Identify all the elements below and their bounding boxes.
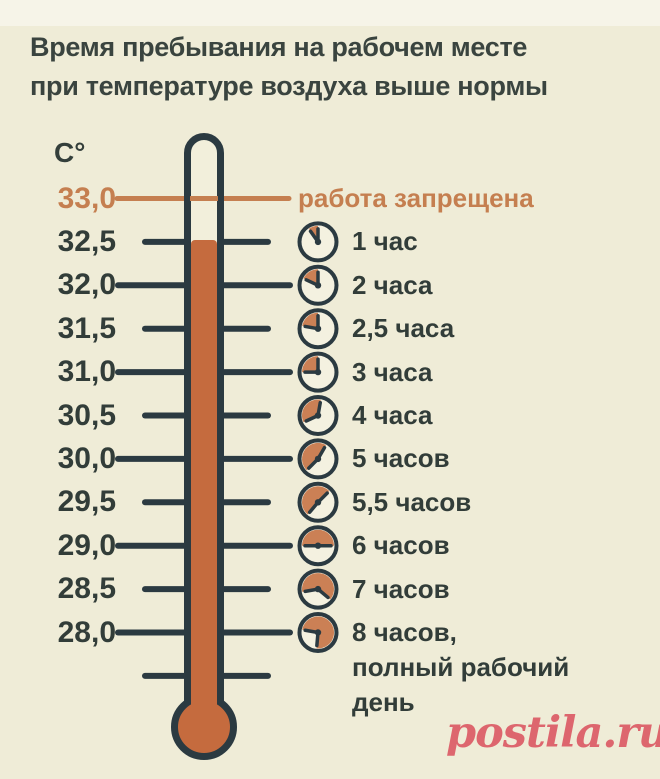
time-label-2: 2 часа <box>352 269 433 300</box>
time-label-5: 4 часа <box>352 400 433 430</box>
temp-label-29,0: 29,0 <box>57 528 116 562</box>
temp-label-29,5: 29,5 <box>57 485 116 519</box>
time-label-3: 2,5 часа <box>352 313 455 344</box>
clock-icon-2.5h <box>297 308 339 350</box>
time-label-1: 1 час <box>352 226 418 257</box>
clock-icon-2h <box>297 264 339 306</box>
temp-label-31,5: 31,5 <box>57 311 116 345</box>
time-label-6: 5 часов <box>352 443 450 474</box>
time-label-4: 3 часа <box>352 356 433 387</box>
temp-label-31,0: 31,0 <box>57 355 116 389</box>
time-label-9: 7 часов <box>352 573 450 604</box>
temp-label-28,5: 28,5 <box>57 572 116 606</box>
title-line-1: Время пребывания на рабочем месте <box>30 32 528 62</box>
time-label-7: 5,5 часов <box>352 486 472 517</box>
mercury-column <box>191 240 217 710</box>
clock-icon-8h <box>297 612 339 653</box>
page-title: Время пребывания на рабочем месте при те… <box>30 28 640 106</box>
clock-icons <box>297 221 339 653</box>
forbidden-label: работа запрещена <box>298 183 534 213</box>
temp-label-32,0: 32,0 <box>57 268 116 302</box>
clock-icon-7h <box>297 568 339 610</box>
temp-label-32,5: 32,5 <box>57 224 116 258</box>
temp-label-30,0: 30,0 <box>57 441 116 475</box>
title-line-2: при температуре воздуха выше нормы <box>30 71 548 101</box>
watermark: postila.ru <box>446 708 660 758</box>
time-label-8: 6 часов <box>352 530 450 561</box>
clock-icon-4h <box>297 395 339 436</box>
clock-icon-3h <box>297 351 339 393</box>
temp-label-33,0: 33,0 <box>57 181 116 215</box>
clock-icon-5h <box>297 438 339 480</box>
clock-icon-5.5h <box>297 481 339 523</box>
thermometer <box>171 133 237 760</box>
time-label-10: 8 часов, полный рабочий день <box>352 617 570 717</box>
clock-icon-1h <box>297 221 339 263</box>
unit-label: C° <box>54 137 86 168</box>
temp-label-28,0: 28,0 <box>57 615 116 649</box>
top-strip <box>0 0 660 26</box>
temp-label-30,5: 30,5 <box>57 398 116 432</box>
clock-icon-6h <box>297 525 339 567</box>
